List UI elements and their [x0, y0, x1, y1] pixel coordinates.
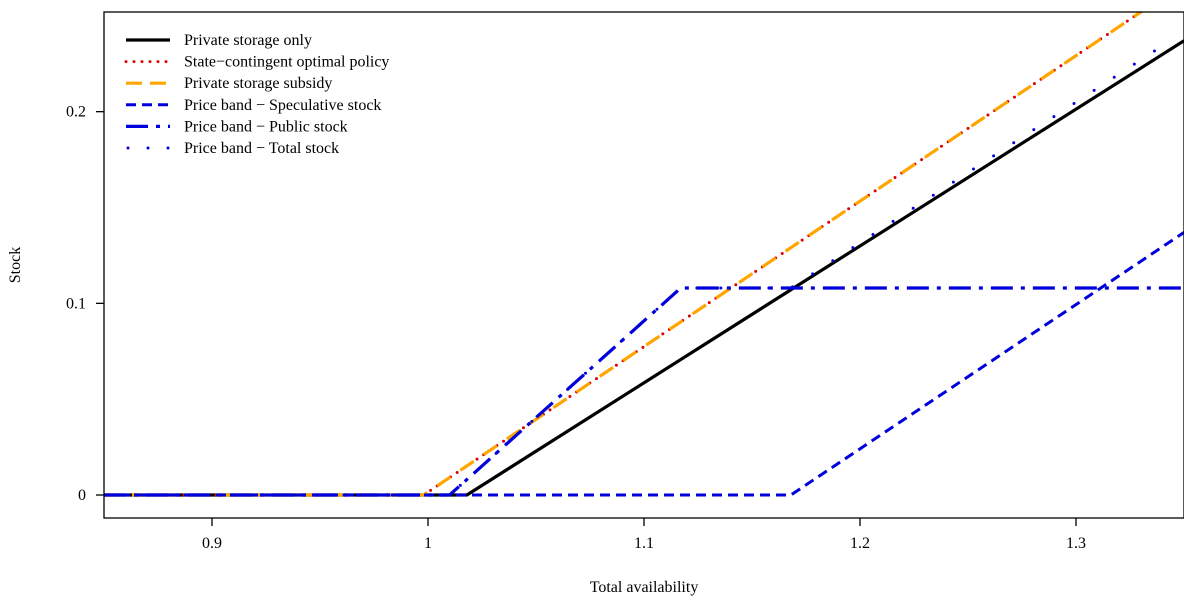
legend-label-2: State−contingent optimal policy	[184, 54, 389, 71]
y-tick-label: 0	[78, 487, 86, 504]
x-tick-label: 1.3	[1066, 535, 1086, 552]
y-tick-label: 0.1	[66, 295, 86, 312]
legend-label-4: Price band − Speculative stock	[184, 97, 381, 114]
legend: Private storage only State−contingent opt…	[124, 32, 389, 157]
x-tick-label: 1	[424, 535, 432, 552]
x-axis-label: Total availability	[590, 579, 699, 596]
y-tick-label: 0.2	[66, 104, 86, 121]
series-line-3	[104, 12, 1142, 497]
legend-label-5: Price band − Public stock	[184, 118, 348, 135]
axes: 0.9 1 1.1 1.2 1.3 0 0.1 0.2	[66, 104, 1086, 552]
legend-label-6: Price band − Total stock	[184, 140, 339, 157]
x-tick-label: 1.2	[850, 535, 870, 552]
y-axis-label: Stock	[7, 247, 24, 283]
series-line-5	[104, 286, 1184, 497]
legend-label-1: Private storage only	[184, 32, 312, 49]
series-line-4	[104, 231, 1184, 497]
plot-area	[104, 12, 1184, 497]
x-tick-label: 1.1	[634, 535, 654, 552]
legend-label-3: Private storage subsidy	[184, 75, 332, 92]
x-tick-label: 0.9	[202, 535, 222, 552]
